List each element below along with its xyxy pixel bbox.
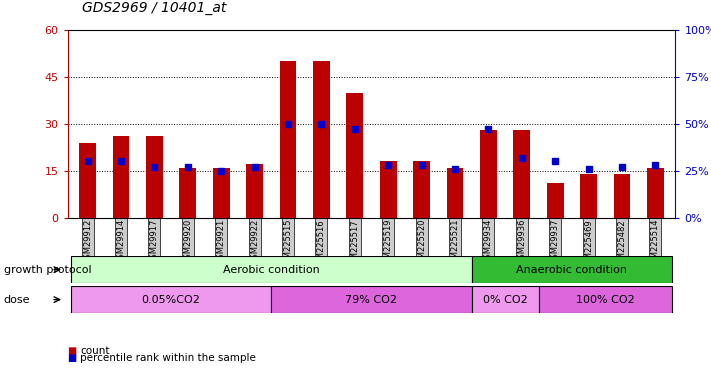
Text: Anaerobic condition: Anaerobic condition (516, 265, 627, 274)
Bar (213, 168, 230, 217)
Bar (380, 161, 397, 218)
Bar (313, 61, 330, 217)
Bar (413, 161, 430, 218)
Bar (471, 256, 672, 283)
Bar (647, 168, 664, 217)
Bar (614, 174, 631, 217)
Bar (447, 168, 464, 217)
Text: percentile rank within the sample: percentile rank within the sample (80, 353, 256, 363)
Text: dose: dose (4, 295, 30, 304)
Bar (246, 164, 263, 218)
Bar (547, 183, 564, 218)
Text: 79% CO2: 79% CO2 (346, 295, 397, 304)
Text: growth protocol: growth protocol (4, 265, 91, 274)
Text: 0% CO2: 0% CO2 (483, 295, 528, 304)
Bar (480, 130, 497, 218)
Bar (146, 136, 163, 218)
Text: ■: ■ (68, 346, 77, 355)
Bar (179, 168, 196, 217)
Bar (272, 286, 471, 313)
Text: 100% CO2: 100% CO2 (576, 295, 635, 304)
Bar (346, 93, 363, 218)
Bar (471, 286, 538, 313)
Text: 0.05%CO2: 0.05%CO2 (141, 295, 201, 304)
Bar (79, 142, 96, 218)
Bar (580, 174, 597, 217)
Text: GDS2969 / 10401_at: GDS2969 / 10401_at (82, 1, 226, 15)
Bar (279, 61, 296, 217)
Text: count: count (80, 346, 109, 355)
Text: Aerobic condition: Aerobic condition (223, 265, 320, 274)
Bar (513, 130, 530, 218)
Bar (112, 136, 129, 218)
Bar (71, 286, 272, 313)
Bar (538, 286, 672, 313)
Text: ■: ■ (68, 353, 77, 363)
Bar (71, 256, 471, 283)
